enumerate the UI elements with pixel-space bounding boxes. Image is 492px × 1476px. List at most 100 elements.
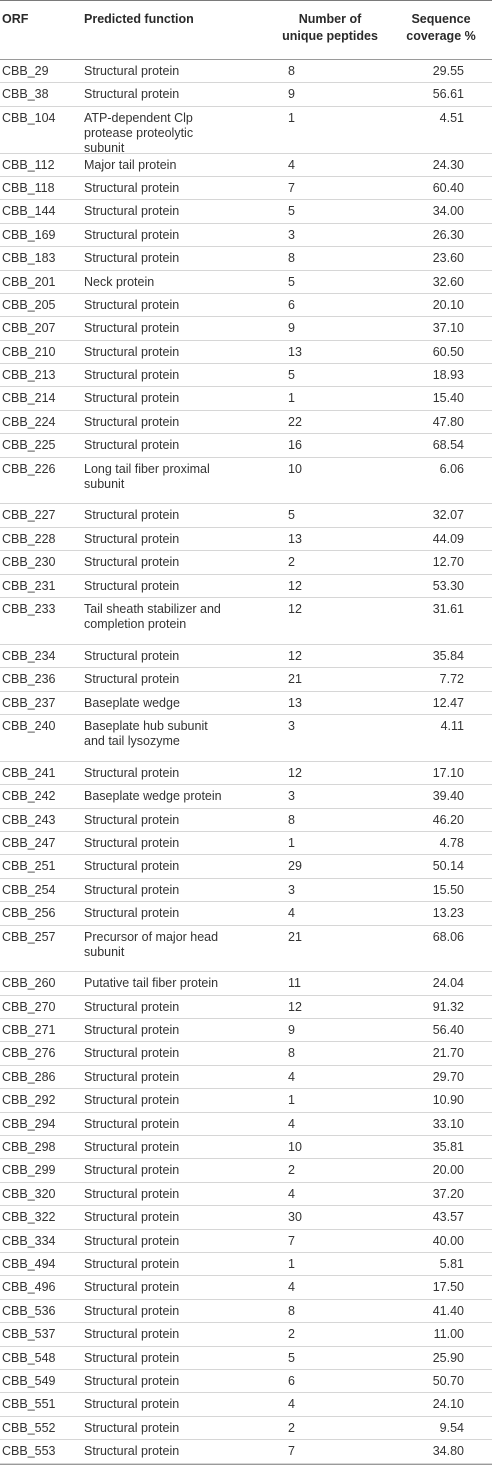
cell-coverage: 34.00 <box>432 204 464 219</box>
table-row: CBB_276 Structural protein 8 21.70 <box>0 1042 492 1066</box>
cell-function: Structural protein <box>84 1000 270 1015</box>
cell-function: Structural protein <box>84 672 270 687</box>
cell-function-line: Structural protein <box>84 368 180 383</box>
cell-peptides: 4 <box>288 1397 295 1412</box>
cell-function: Tail sheath stabilizer and completion pro… <box>84 602 270 632</box>
cell-function-line: Structural protein <box>84 1233 180 1248</box>
cell-orf: CBB_551 <box>2 1397 56 1412</box>
cell-peptides: 6 <box>288 297 295 312</box>
cell-orf: CBB_205 <box>2 297 56 312</box>
cell-function-line: Structural protein <box>84 1327 180 1342</box>
cell-peptides: 29 <box>288 859 302 874</box>
cell-coverage: 7.72 <box>439 672 464 687</box>
cell-peptides: 3 <box>288 718 295 733</box>
cell-coverage: 37.10 <box>432 321 464 336</box>
cell-peptides: 4 <box>288 1280 295 1295</box>
cell-coverage: 34.80 <box>432 1444 464 1459</box>
table-row: CBB_230 Structural protein 2 12.70 <box>0 551 492 575</box>
table-row: CBB_294 Structural protein 4 33.10 <box>0 1113 492 1137</box>
cell-peptides: 4 <box>288 1116 295 1131</box>
cell-function: Structural protein <box>84 1397 270 1412</box>
cell-function-line: Structural protein <box>84 555 180 570</box>
table-row: CBB_286 Structural protein 4 29.70 <box>0 1066 492 1090</box>
cell-peptides: 5 <box>288 204 295 219</box>
cell-coverage: 31.61 <box>432 602 464 617</box>
cell-peptides: 9 <box>288 321 295 336</box>
header-peptides-line-1: Number of <box>298 12 362 26</box>
table-row: CBB_251 Structural protein 29 50.14 <box>0 855 492 879</box>
cell-function: Baseplate wedge protein <box>84 789 270 804</box>
cell-orf: CBB_29 <box>2 64 49 78</box>
cell-function: Structural protein <box>84 321 270 336</box>
table-row: CBB_214 Structural protein 1 15.40 <box>0 387 492 411</box>
cell-function: Structural protein <box>84 251 270 266</box>
cell-coverage: 60.40 <box>432 180 464 195</box>
cell-orf: CBB_294 <box>2 1116 56 1131</box>
cell-coverage: 24.10 <box>432 1397 464 1412</box>
cell-function: Structural protein <box>84 883 270 898</box>
cell-function: Structural protein <box>84 906 270 921</box>
cell-peptides: 5 <box>288 274 295 289</box>
cell-function-line: Structural protein <box>84 391 180 406</box>
cell-peptides: 3 <box>288 227 295 242</box>
table-row: CBB_247 Structural protein 1 4.78 <box>0 832 492 856</box>
cell-function-line: and tail lysozyme <box>84 733 180 748</box>
table-row: CBB_254 Structural protein 3 15.50 <box>0 879 492 903</box>
table-row: CBB_552 Structural protein 2 9.54 <box>0 1417 492 1441</box>
cell-function: Structural protein <box>84 649 270 664</box>
cell-coverage: 6.06 <box>439 461 464 476</box>
cell-orf: CBB_240 <box>2 718 56 733</box>
cell-function-line: Structural protein <box>84 1163 180 1178</box>
cell-function: Structural protein <box>84 1374 270 1389</box>
cell-function: Precursor of major head subunit <box>84 930 270 960</box>
cell-orf: CBB_214 <box>2 391 56 406</box>
cell-function: Structural protein <box>84 87 270 102</box>
cell-function-line: Structural protein <box>84 1210 180 1225</box>
cell-coverage: 40.00 <box>432 1233 464 1248</box>
table-row: CBB_226 Long tail fiber proximal subunit 10… <box>0 458 492 505</box>
table-row: CBB_104 ATP-dependent Clp protease proteol… <box>0 107 492 155</box>
cell-orf: CBB_213 <box>2 368 56 383</box>
table-row: CBB_334 Structural protein 7 40.00 <box>0 1230 492 1253</box>
cell-coverage: 10.90 <box>432 1093 464 1108</box>
cell-function-line: Structural protein <box>84 1257 180 1271</box>
table-row: CBB_240 Baseplate hub subunit and tail lys… <box>0 715 492 762</box>
cell-orf: CBB_236 <box>2 672 56 687</box>
cell-function-line: Structural protein <box>84 1373 180 1388</box>
cell-peptides: 1 <box>288 1257 295 1271</box>
cell-function-line: Structural protein <box>84 578 180 593</box>
cell-function: Structural protein <box>84 579 270 594</box>
cell-function: Structural protein <box>84 1070 270 1085</box>
cell-function-line: Structural protein <box>84 906 180 921</box>
table-row: CBB_536 Structural protein 8 41.40 <box>0 1300 492 1324</box>
cell-coverage: 23.60 <box>432 251 464 266</box>
cell-coverage: 4.11 <box>440 718 464 733</box>
cell-orf: CBB_227 <box>2 508 56 523</box>
cell-coverage: 24.30 <box>432 157 464 172</box>
cell-function: Structural protein <box>84 345 270 360</box>
table-row: CBB_257 Precursor of major head subunit 21 6… <box>0 926 492 973</box>
cell-function: Baseplate hub subunit and tail lysozyme <box>84 719 270 749</box>
cell-coverage: 11.00 <box>433 1327 464 1342</box>
cell-function-line: Structural protein <box>84 227 180 242</box>
cell-orf: CBB_549 <box>2 1373 56 1388</box>
cell-peptides: 5 <box>288 508 295 523</box>
cell-orf: CBB_38 <box>2 87 49 102</box>
cell-orf: CBB_241 <box>2 765 56 780</box>
table-row: CBB_320 Structural protein 4 37.20 <box>0 1183 492 1207</box>
table-row: CBB_213 Structural protein 5 18.93 <box>0 364 492 388</box>
cell-coverage: 20.00 <box>432 1163 464 1178</box>
cell-coverage: 29.55 <box>432 64 464 78</box>
cell-orf: CBB_242 <box>2 789 56 804</box>
cell-orf: CBB_299 <box>2 1163 56 1178</box>
cell-coverage: 68.54 <box>432 438 464 453</box>
cell-coverage: 91.32 <box>432 999 464 1014</box>
cell-function-line: Neck protein <box>84 274 155 289</box>
header-coverage-line-2: coverage % <box>406 29 476 43</box>
cell-orf: CBB_210 <box>2 344 56 359</box>
cell-orf: CBB_224 <box>2 414 56 429</box>
header-orf: ORF <box>2 12 29 26</box>
cell-function-line: Baseplate wedge protein <box>84 789 222 804</box>
table-row: CBB_271 Structural protein 9 56.40 <box>0 1019 492 1043</box>
